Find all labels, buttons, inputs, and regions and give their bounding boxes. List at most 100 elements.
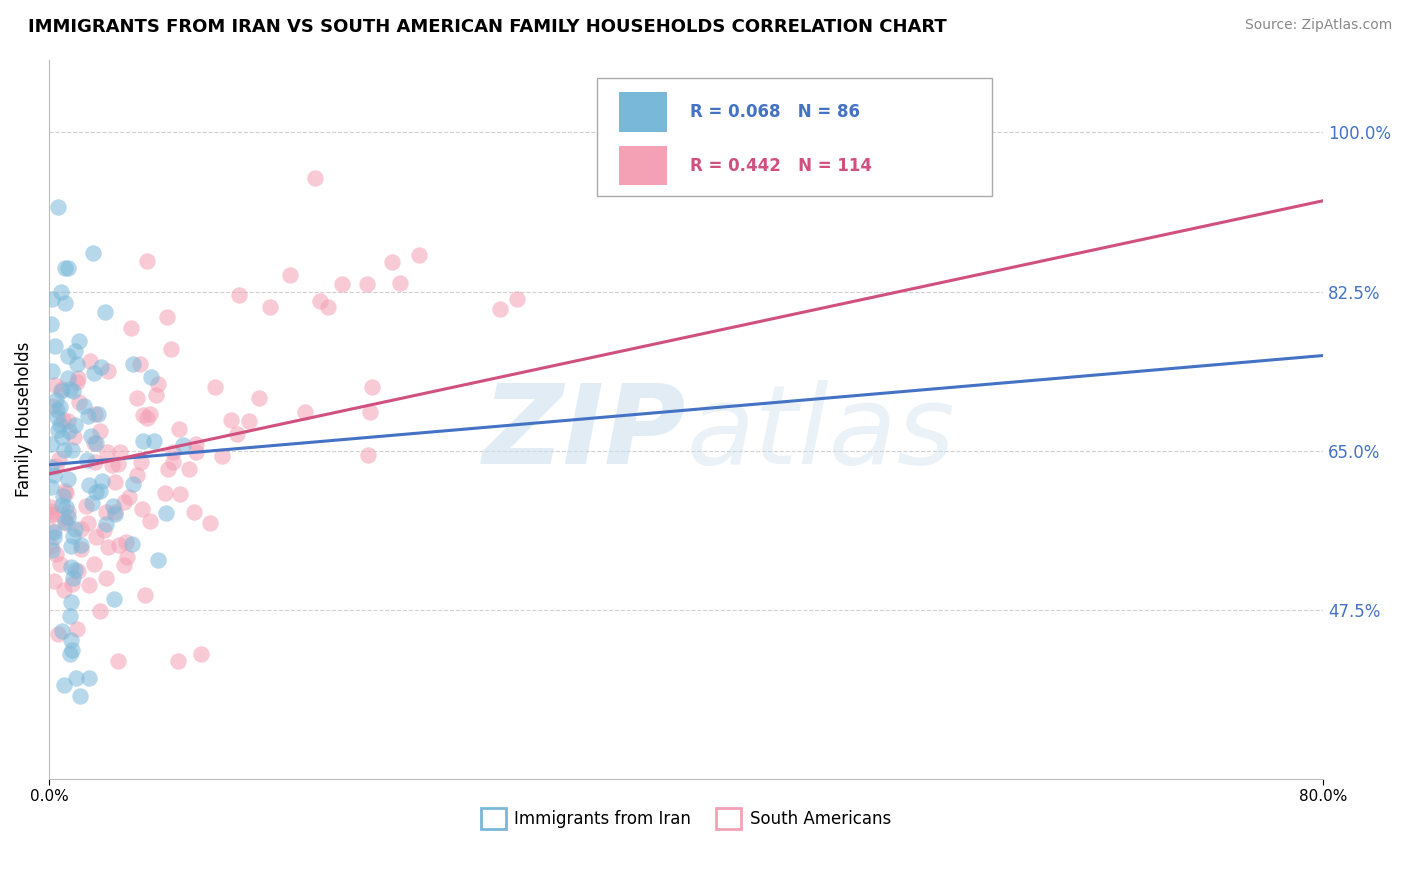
Point bbox=[58, 505, 80, 519]
Point bbox=[67, 334, 90, 348]
Point bbox=[103, 591, 125, 606]
Point bbox=[58, 472, 80, 486]
Point bbox=[48, 626, 70, 640]
Point bbox=[93, 524, 115, 538]
Point bbox=[63, 417, 86, 432]
Point bbox=[132, 434, 155, 448]
Point bbox=[67, 395, 90, 409]
Point bbox=[53, 582, 76, 597]
Text: Source: ZipAtlas.com: Source: ZipAtlas.com bbox=[1244, 18, 1392, 32]
Point bbox=[69, 690, 91, 704]
Point bbox=[62, 529, 84, 543]
Point bbox=[134, 588, 156, 602]
Point bbox=[118, 490, 141, 504]
Point bbox=[84, 530, 107, 544]
Point bbox=[177, 462, 200, 476]
Legend: Immigrants from Iran, South Americans: Immigrants from Iran, South Americans bbox=[474, 802, 897, 835]
Point bbox=[82, 496, 104, 510]
Point bbox=[60, 595, 83, 609]
Point bbox=[79, 354, 101, 368]
Point bbox=[46, 410, 69, 425]
Point bbox=[112, 495, 135, 509]
FancyBboxPatch shape bbox=[619, 92, 666, 131]
Point bbox=[159, 342, 181, 356]
Point bbox=[870, 107, 893, 121]
Point bbox=[52, 511, 75, 525]
Point bbox=[77, 578, 100, 592]
Point bbox=[93, 305, 115, 319]
Point bbox=[145, 388, 167, 402]
Point bbox=[117, 550, 139, 565]
Point bbox=[304, 170, 326, 185]
Point bbox=[42, 524, 65, 538]
Point bbox=[96, 444, 118, 458]
Point bbox=[104, 505, 127, 519]
Point bbox=[330, 277, 353, 291]
Point bbox=[41, 543, 63, 558]
Point bbox=[63, 522, 86, 536]
Point bbox=[60, 443, 83, 458]
Point bbox=[62, 384, 84, 398]
Point bbox=[59, 647, 82, 661]
Point bbox=[127, 468, 149, 483]
Point bbox=[62, 570, 84, 584]
Point bbox=[49, 285, 72, 300]
Point bbox=[48, 557, 70, 571]
Point bbox=[89, 483, 111, 498]
Point bbox=[45, 393, 67, 408]
Point bbox=[183, 505, 205, 519]
Point bbox=[107, 654, 129, 668]
Point bbox=[259, 300, 281, 314]
Point bbox=[53, 443, 76, 458]
Point bbox=[278, 268, 301, 282]
Point bbox=[69, 522, 91, 536]
Point bbox=[55, 485, 77, 500]
Point bbox=[122, 476, 145, 491]
Point bbox=[120, 320, 142, 334]
Point bbox=[204, 380, 226, 394]
Point bbox=[48, 451, 70, 466]
Point bbox=[112, 558, 135, 573]
Point bbox=[66, 357, 89, 371]
Point bbox=[44, 339, 66, 353]
Point bbox=[128, 357, 150, 371]
Point bbox=[77, 672, 100, 686]
Point bbox=[139, 514, 162, 528]
Point bbox=[44, 378, 66, 392]
Point bbox=[73, 399, 96, 413]
Point bbox=[228, 287, 250, 301]
Point bbox=[56, 350, 79, 364]
Point bbox=[308, 293, 330, 308]
Point bbox=[39, 500, 62, 515]
Point bbox=[381, 255, 404, 269]
Point bbox=[53, 295, 76, 310]
Point bbox=[60, 643, 83, 657]
Point bbox=[83, 366, 105, 380]
Point bbox=[172, 438, 194, 452]
Point bbox=[60, 632, 83, 647]
Point bbox=[184, 444, 207, 458]
Point bbox=[101, 499, 124, 513]
Point bbox=[155, 507, 177, 521]
Point bbox=[146, 553, 169, 567]
Point bbox=[131, 501, 153, 516]
Point bbox=[86, 436, 108, 450]
Point bbox=[138, 407, 160, 421]
Point bbox=[45, 458, 67, 473]
Point bbox=[238, 414, 260, 428]
Point bbox=[55, 500, 77, 514]
Text: R = 0.442   N = 114: R = 0.442 N = 114 bbox=[690, 157, 872, 175]
Point bbox=[225, 427, 247, 442]
Point bbox=[69, 542, 91, 557]
Point bbox=[359, 405, 381, 419]
Point bbox=[155, 486, 177, 500]
Point bbox=[86, 407, 108, 421]
Point bbox=[83, 436, 105, 450]
Point bbox=[45, 548, 67, 562]
Point bbox=[39, 460, 62, 475]
Point bbox=[101, 458, 124, 472]
Point bbox=[59, 383, 82, 397]
Point bbox=[59, 608, 82, 623]
Point bbox=[65, 671, 87, 685]
Point bbox=[42, 467, 65, 482]
